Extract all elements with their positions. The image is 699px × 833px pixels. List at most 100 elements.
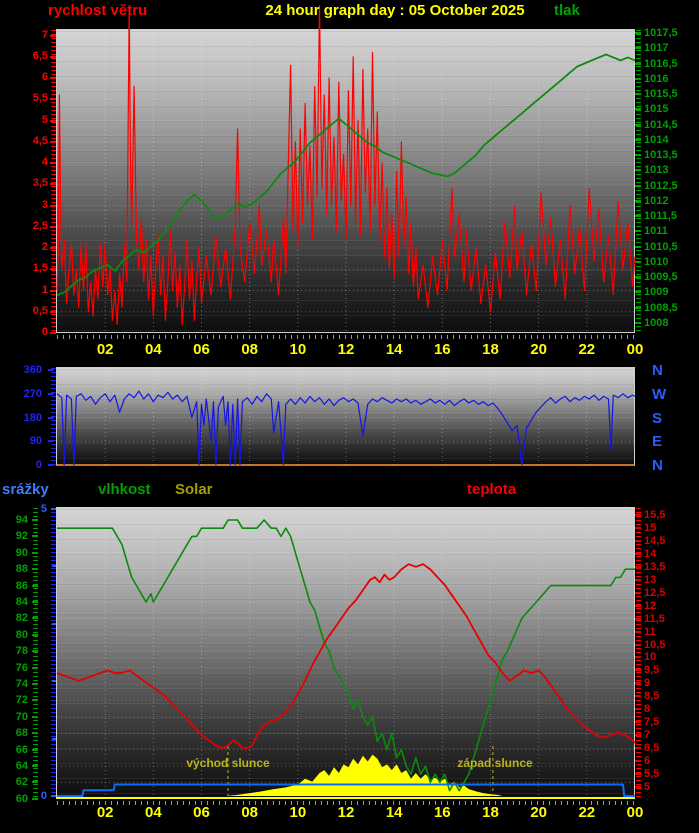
pressure-major-tick — [635, 108, 641, 111]
humidity-major-tick — [32, 748, 38, 751]
pressure-axis-label: 1009 — [644, 286, 669, 299]
direction-major-tick — [48, 440, 54, 443]
wind-major-tick — [50, 289, 56, 292]
wind-major-tick — [50, 140, 56, 143]
humidity-axis-label: 78 — [15, 645, 28, 658]
direction-major-tick — [48, 369, 54, 371]
humidity-axis-label: 92 — [15, 530, 28, 543]
wind-major-tick — [50, 34, 56, 37]
pressure-major-tick — [635, 138, 641, 141]
pressure-major-tick — [635, 32, 641, 34]
pressure-major-tick — [635, 245, 641, 248]
temperature-axis-title: teplota — [467, 481, 517, 498]
wind-axis-label: 6 — [41, 71, 48, 83]
pressure-axis-label: 1016,5 — [644, 57, 678, 70]
direction-major-tick — [48, 416, 54, 419]
hour-label-bottom: 18 — [482, 804, 499, 821]
temperature-axis-label: 11,5 — [644, 612, 665, 625]
humidity-major-tick — [32, 732, 38, 735]
hour-label-bottom: 16 — [433, 804, 451, 821]
humidity-axis-label: 82 — [15, 612, 28, 625]
temperature-major-tick — [635, 656, 641, 659]
humidity-axis-label: 80 — [15, 628, 28, 641]
temperature-axis-label: 8,5 — [644, 690, 660, 703]
hour-label-bottom: 06 — [193, 804, 210, 821]
top-xaxis-ticks — [57, 335, 635, 339]
page-title: 24 hour graph day : 05 October 2025 — [265, 2, 525, 19]
humidity-axis-label: 72 — [15, 694, 28, 707]
wind-major-tick — [50, 225, 56, 228]
temperature-axis-label: 14 — [644, 547, 657, 560]
pressure-major-tick — [635, 276, 641, 278]
humidity-major-tick — [32, 551, 38, 554]
pressure-major-tick — [635, 306, 641, 309]
temperature-major-tick — [635, 682, 641, 685]
temperature-major-tick — [635, 721, 641, 724]
pressure-major-tick — [635, 215, 641, 217]
compass-label: N — [652, 457, 663, 474]
pressure-major-tick — [635, 184, 641, 187]
precip-mid-tick — [52, 622, 56, 625]
hour-label-bottom: 04 — [144, 804, 162, 821]
wind-pressure-panel — [56, 29, 635, 333]
wind-major-tick — [50, 183, 56, 186]
temperature-major-tick — [635, 669, 641, 672]
hour-label-top: 12 — [337, 341, 355, 358]
pressure-major-tick — [635, 154, 641, 156]
wind-axis-label: 0 — [41, 326, 48, 338]
wind-axis-label: 3,5 — [32, 177, 48, 190]
pressure-axis-label: 1010 — [644, 255, 669, 268]
pressure-axis-label: 1011,5 — [644, 210, 678, 222]
temperature-minor-ticks — [636, 508, 641, 798]
humidity-major-tick — [32, 584, 38, 587]
pressure-axis-label: 1016 — [644, 72, 669, 85]
wind-axis-label: 5 — [41, 113, 48, 126]
pressure-axis-label: 1017 — [644, 42, 669, 55]
precip-axis-title: srážky — [2, 481, 49, 498]
pressure-major-tick — [635, 169, 641, 172]
temperature-major-tick — [635, 708, 641, 711]
humidity-axis-label: 62 — [15, 776, 28, 789]
temperature-major-tick — [635, 552, 641, 555]
pressure-axis-label: 1012 — [644, 194, 669, 207]
humidity-axis-label: 68 — [15, 727, 28, 740]
wind-axis-label: 4 — [41, 156, 48, 168]
humidity-major-tick — [32, 617, 38, 620]
pressure-major-tick — [635, 62, 641, 65]
humidity-major-tick — [32, 781, 38, 784]
hour-label-bottom: 00 — [626, 804, 644, 821]
compass-label: N — [652, 362, 663, 379]
pressure-major-tick — [635, 291, 641, 294]
pressure-axis-label: 1014 — [644, 133, 669, 146]
wind-major-tick — [50, 247, 56, 249]
humidity-major-tick — [32, 683, 38, 685]
pressure-axis-label: 1013 — [644, 164, 669, 177]
direction-major-tick — [48, 464, 54, 466]
precip-minor-ticks — [51, 508, 56, 798]
hour-label-bottom: 20 — [530, 804, 547, 821]
climate-plot — [56, 510, 636, 797]
humidity-major-tick — [32, 601, 38, 603]
climate-panel — [56, 507, 635, 799]
sunrise-annotation: východ slunce — [186, 756, 270, 770]
humidity-major-tick — [32, 633, 38, 636]
wind-major-tick — [50, 55, 56, 58]
temperature-major-tick — [635, 695, 641, 698]
hour-label-top: 00 — [626, 341, 644, 358]
humidity-minor-ticks — [33, 508, 38, 798]
direction-axis-label: 360 — [23, 364, 42, 376]
temperature-axis-label: 15,5 — [644, 509, 666, 521]
temperature-axis-label: 6,5 — [644, 742, 660, 755]
hour-label-bottom: 02 — [96, 804, 114, 821]
humidity-axis-label: 84 — [15, 596, 28, 608]
wind-direction-panel — [56, 367, 635, 466]
temperature-major-tick — [635, 617, 641, 620]
wind-speed-axis-title: rychlost větru — [48, 2, 148, 19]
temperature-axis-label: 10 — [644, 651, 657, 664]
pressure-axis-label: 1009,5 — [644, 271, 678, 283]
solar-axis-title: Solar — [175, 481, 213, 498]
pressure-axis-label: 1015 — [644, 103, 669, 116]
pressure-axis-label: 1013,5 — [644, 149, 678, 161]
hour-label-top: 08 — [241, 341, 258, 358]
